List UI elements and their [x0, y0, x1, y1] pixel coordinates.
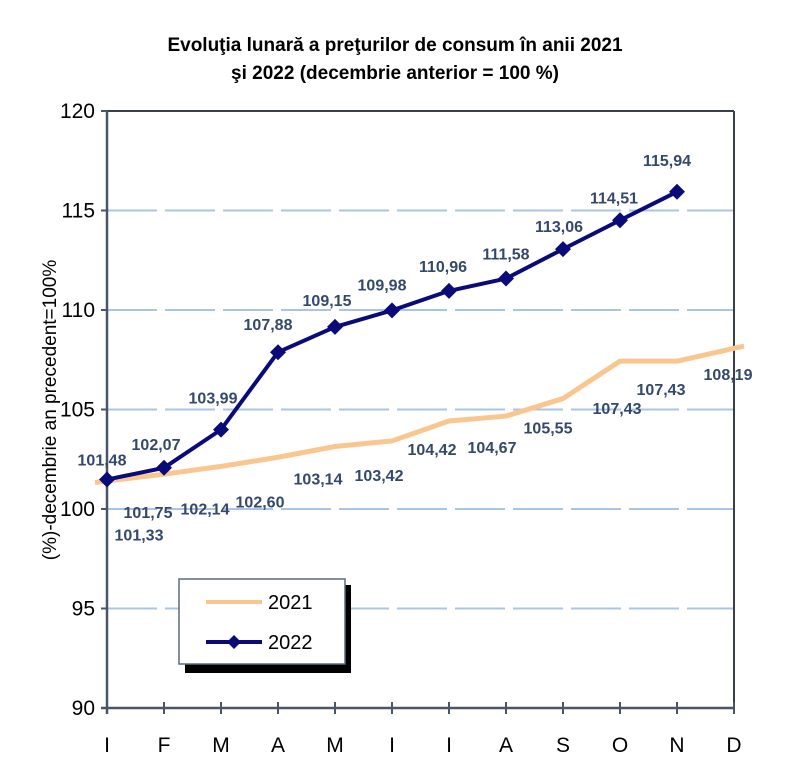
data-label-2022: 102,07: [132, 437, 181, 454]
data-label-2021: 107,43: [637, 382, 686, 399]
data-label-2021: 108,19: [704, 367, 753, 384]
y-axis-label: (%)-decembrie an precedent=100%: [40, 260, 61, 561]
y-tick-label: 115: [62, 200, 95, 223]
marker-2022: [213, 421, 229, 438]
legend-label-2021: 2021: [268, 592, 313, 614]
data-label-2021: 104,67: [468, 440, 517, 457]
y-tick-label: 100: [60, 498, 95, 521]
x-tick-label: D: [726, 734, 741, 757]
y-tick-label: 95: [72, 598, 95, 621]
data-label-2022: 115,94: [643, 153, 691, 170]
x-tick-label: I: [389, 734, 395, 757]
y-tick-label: 110: [62, 299, 95, 322]
data-label-2022: 101,48: [78, 453, 127, 470]
x-tick-label: A: [271, 734, 285, 757]
data-label-2022: 109,98: [358, 277, 407, 294]
x-tick-label: N: [669, 734, 684, 757]
x-tick-label: I: [446, 734, 452, 757]
data-label-2022: 110,96: [419, 259, 467, 276]
marker-2022: [99, 471, 115, 488]
marker-2022: [612, 212, 628, 229]
y-tick-label: 105: [60, 399, 95, 422]
marker-2022: [555, 241, 571, 258]
data-label-2021: 103,14: [294, 472, 343, 489]
data-label-2021: 101,75: [124, 505, 173, 522]
x-tick-label: M: [212, 734, 230, 757]
marker-2022: [441, 282, 457, 299]
data-label-2021: 103,42: [355, 468, 404, 485]
chart-title: Evoluţia lunară a preţurilor de consum î…: [167, 35, 623, 56]
y-tick-labels: 90 95 100 105 110 115 120: [60, 100, 95, 720]
marker-2022: [384, 302, 400, 319]
marker-2022: [156, 459, 172, 476]
line-2021: [94, 343, 745, 486]
data-label-2021: 101,33: [115, 528, 164, 545]
data-label-2021: 102,60: [236, 494, 285, 511]
marker-2022: [669, 183, 685, 200]
x-tick-label: A: [499, 734, 513, 757]
data-label-2021: 105,55: [524, 421, 573, 438]
data-label-2022: 109,15: [303, 293, 352, 310]
legend-box: [178, 578, 346, 665]
data-label-2022: 111,58: [482, 247, 529, 264]
x-tick-label: O: [612, 734, 628, 757]
marker-2022: [498, 270, 514, 287]
series-2021: [94, 343, 745, 486]
legend-marker-2022: [227, 635, 241, 649]
data-labels: 101,48 102,07 103,99 107,88 109,15 109,98 110,…: [78, 153, 753, 545]
x-tick-label: M: [326, 734, 344, 757]
marker-2022: [270, 344, 286, 361]
data-label-2022: 107,88: [244, 317, 293, 334]
line-2022: [106, 190, 678, 482]
legend-label-2022: 2022: [268, 632, 313, 654]
marker-2022: [327, 318, 343, 335]
x-tick-label: I: [104, 734, 110, 757]
data-label-2021: 107,43: [593, 401, 642, 418]
chart-title-line2: şi 2022 (decembrie anterior = 100 %): [231, 63, 559, 84]
gridlines: [107, 209, 734, 610]
data-label-2021: 104,42: [408, 442, 457, 459]
data-label-2022: 103,99: [189, 391, 238, 408]
axes: [101, 110, 735, 714]
x-tick-label: S: [556, 734, 570, 757]
x-tick-label: F: [158, 734, 171, 757]
series-2022: [99, 183, 685, 488]
data-label-2022: 113,06: [535, 219, 583, 236]
data-label-2022: 114,51: [590, 190, 638, 207]
y-tick-label: 90: [72, 697, 95, 720]
legend: 2021 2022: [178, 578, 351, 673]
y-tick-label: 120: [60, 100, 95, 123]
data-label-2021: 102,14: [181, 501, 230, 518]
